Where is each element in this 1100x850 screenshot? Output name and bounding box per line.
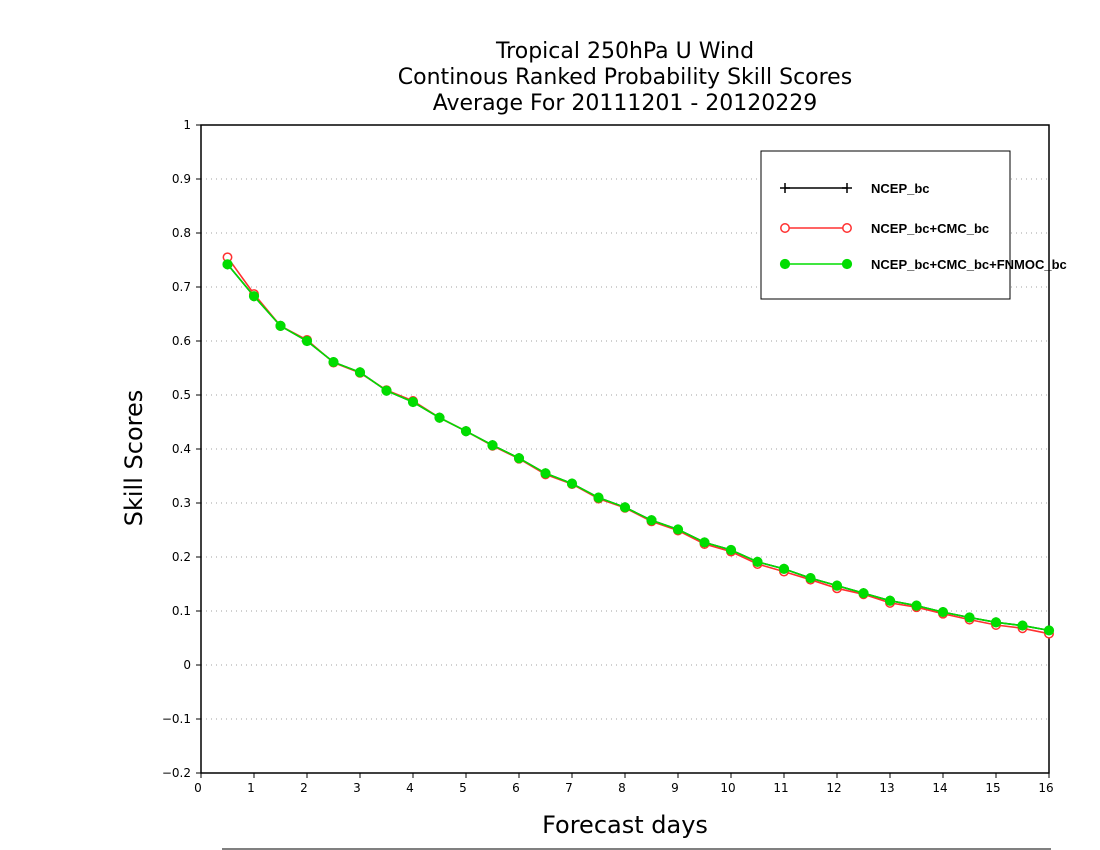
chart-title-line-2: Continous Ranked Probability Skill Score… (398, 65, 852, 90)
legend: NCEP_bc NCEP_bc+CMC_bc NCEP_bc+CMC_bc+FNMO… (760, 150, 1067, 300)
plus-marker (780, 183, 790, 193)
filled-circle-marker (831, 580, 843, 591)
axis-ticks: −0.2−0.100.10.20.30.40.50.60.70.80.910 1 2… (162, 118, 1054, 795)
y-tick-label: 1 (183, 118, 191, 132)
series-line (226, 256, 1050, 635)
filled-circle-marker (911, 600, 922, 611)
x-tick-label: 15 (985, 781, 1000, 795)
legend-item-1: NCEP_bc+CMC_bc (780, 221, 989, 236)
x-tick-label: 10 (720, 781, 735, 795)
x-tick-label: 16 (1038, 781, 1053, 795)
filled-circle-marker (858, 588, 869, 599)
x-tick-label: 13 (879, 781, 894, 795)
filled-circle-marker (779, 258, 791, 270)
filled-circle-marker (407, 396, 419, 408)
x-tick-label: 8 (618, 781, 626, 795)
filled-circle-marker (725, 544, 737, 556)
y-tick-label: 0.6 (172, 334, 191, 348)
chart-title: Tropical 250hPa U Wind Continous Ranked … (398, 39, 852, 116)
x-tick-label: 11 (773, 781, 788, 795)
filled-circle-marker (752, 556, 763, 567)
y-axis-label: Skill Scores (120, 390, 148, 527)
y-tick-label: 0.9 (172, 172, 191, 186)
y-tick-label: 0.8 (172, 226, 191, 240)
series-group (222, 252, 1055, 639)
filled-circle-marker (990, 617, 1002, 628)
filled-circle-marker (778, 563, 790, 574)
y-tick-label: 0.5 (172, 388, 191, 402)
legend-label: NCEP_bc+CMC_bc+FNMOC_bc (871, 257, 1067, 272)
filled-circle-marker (964, 612, 975, 623)
x-tick-label: 5 (459, 781, 467, 795)
x-axis-label: Forecast days (542, 811, 708, 839)
y-tick-label: 0.2 (172, 550, 191, 564)
x-tick-label: 12 (826, 781, 841, 795)
x-tick-label: 0 (194, 781, 202, 795)
filled-circle-marker (937, 606, 949, 618)
x-tick-label: 3 (353, 781, 361, 795)
chart-title-line-3: Average For 20111201 - 20120229 (433, 91, 818, 116)
x-tick-label: 14 (932, 781, 947, 795)
series-0 (222, 259, 1054, 636)
x-tick-label: 1 (247, 781, 255, 795)
filled-circle-marker (513, 453, 525, 464)
y-tick-label: 0.1 (172, 604, 191, 618)
filled-circle-marker (646, 515, 657, 526)
filled-circle-marker (381, 385, 392, 396)
x-tick-label: 7 (565, 781, 573, 795)
series-line (226, 263, 1050, 632)
open-circle-marker (842, 223, 852, 233)
y-tick-label: 0 (183, 658, 191, 672)
series-line (226, 263, 1050, 632)
filled-circle-marker (566, 478, 578, 489)
filled-circle-marker (540, 468, 551, 479)
filled-circle-marker (841, 258, 853, 270)
filled-circle-marker (1043, 625, 1055, 636)
filled-circle-marker (275, 320, 286, 331)
filled-circle-marker (248, 291, 260, 302)
series-1 (222, 252, 1054, 639)
filled-circle-marker (699, 537, 710, 548)
x-tick-label: 4 (406, 781, 414, 795)
legend-item-0: NCEP_bc (780, 181, 930, 196)
filled-circle-marker (301, 335, 313, 347)
legend-box (760, 150, 1011, 300)
filled-circle-marker (593, 492, 604, 503)
y-tick-label: 0.3 (172, 496, 191, 510)
legend-items: NCEP_bc NCEP_bc+CMC_bc NCEP_bc+CMC_bc+FNMO… (779, 181, 1067, 272)
legend-item-2: NCEP_bc+CMC_bc+FNMOC_bc (779, 257, 1067, 272)
y-tick-label: 0.7 (172, 280, 191, 294)
filled-circle-marker (354, 367, 366, 378)
x-tick-label: 6 (512, 781, 520, 795)
x-tick-label: 2 (300, 781, 308, 795)
filled-circle-marker (1017, 620, 1028, 631)
series-2 (222, 259, 1055, 636)
open-circle-marker (780, 223, 790, 233)
y-tick-label: 0.4 (172, 442, 191, 456)
y-tick-label: −0.1 (162, 712, 191, 726)
filled-circle-marker (487, 440, 498, 451)
y-tick-label: −0.2 (162, 766, 191, 780)
filled-circle-marker (805, 572, 816, 584)
plus-marker (842, 183, 852, 193)
legend-label: NCEP_bc (871, 181, 930, 196)
filled-circle-marker (884, 595, 896, 606)
filled-circle-marker (222, 259, 233, 270)
x-tick-label: 9 (671, 781, 679, 795)
filled-circle-marker (619, 502, 631, 513)
filled-circle-marker (672, 524, 684, 535)
filled-circle-marker (460, 426, 472, 437)
filled-circle-marker (328, 356, 339, 368)
filled-circle-marker (434, 412, 445, 423)
chart-title-line-1: Tropical 250hPa U Wind (495, 39, 754, 64)
legend-label: NCEP_bc+CMC_bc (871, 221, 989, 236)
